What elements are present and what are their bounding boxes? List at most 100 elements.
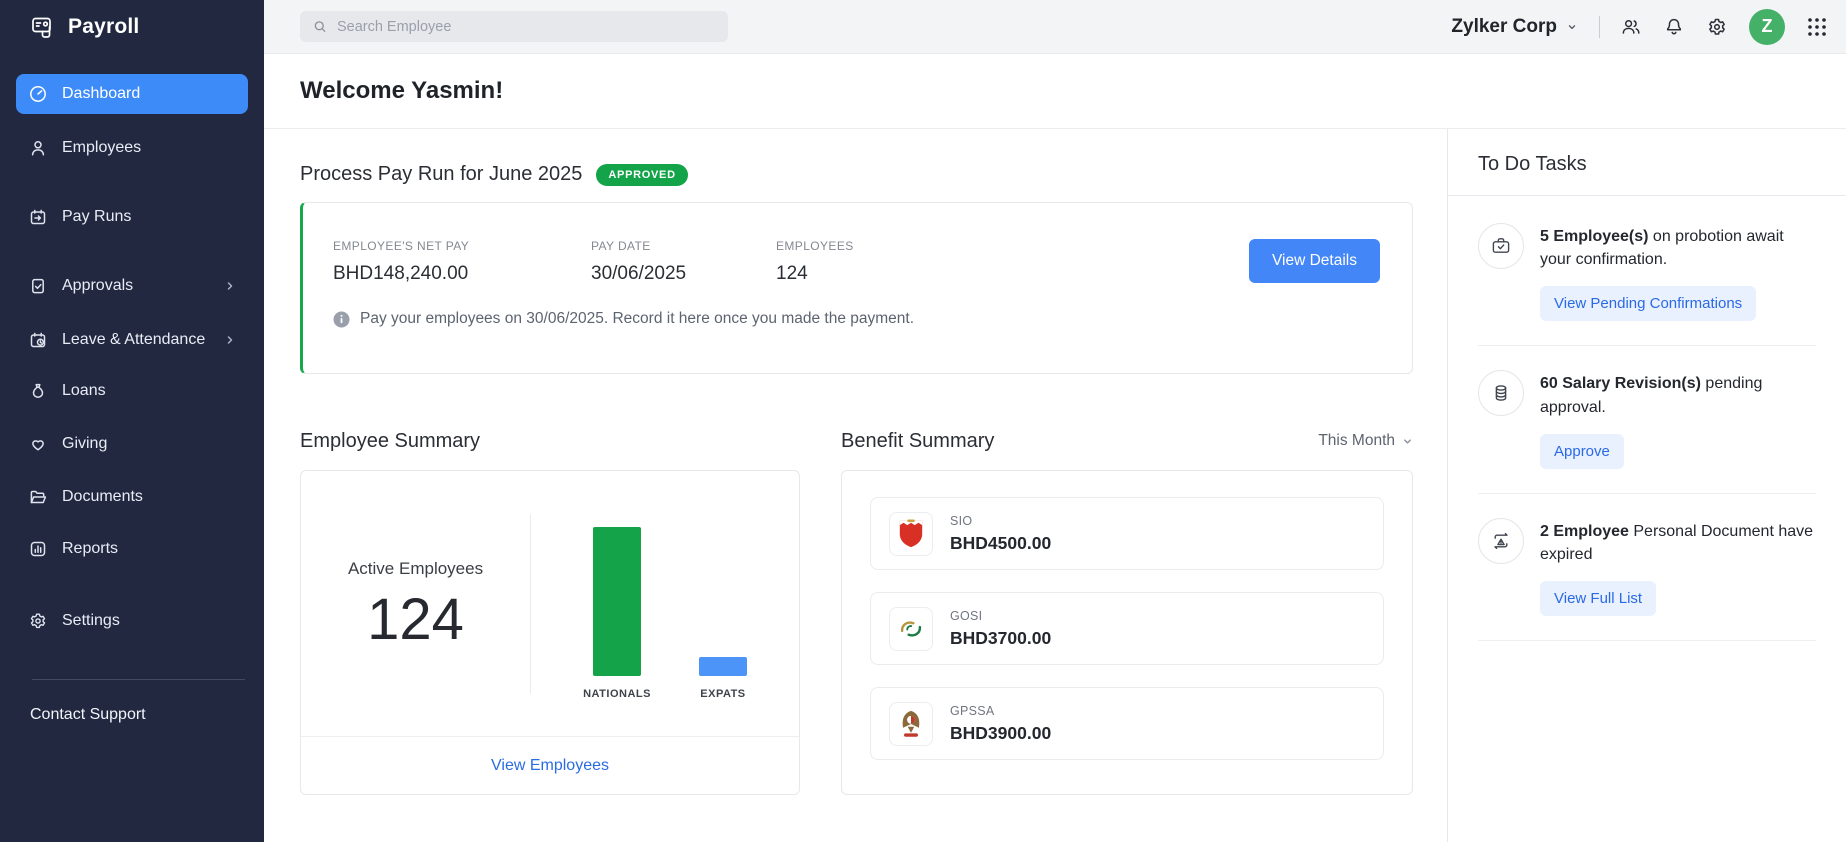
benefit-name: GOSI xyxy=(950,608,983,623)
payrun-info-text: Pay your employees on 30/06/2025. Record… xyxy=(360,310,915,327)
view-pending-confirmations-button[interactable]: View Pending Confirmations xyxy=(1540,286,1757,322)
leave-attendance-icon xyxy=(30,332,46,348)
todo-title: To Do Tasks xyxy=(1478,153,1587,175)
task-text: 5 Employee(s) on probotion await your co… xyxy=(1540,228,1784,269)
sidebar-label: Documents xyxy=(62,488,143,505)
sidebar-item-approvals[interactable]: Approvals xyxy=(16,266,248,306)
documents-folder-icon xyxy=(30,490,47,504)
sidebar-label: Dashboard xyxy=(62,85,141,102)
approve-button[interactable]: Approve xyxy=(1540,433,1624,469)
topbar-divider xyxy=(1599,15,1600,38)
sidebar-item-documents[interactable]: Documents xyxy=(16,477,248,517)
search-input[interactable] xyxy=(336,18,716,35)
view-details-button[interactable]: View Details xyxy=(1248,239,1380,283)
app-logo[interactable]: Payroll xyxy=(0,0,264,54)
loans-moneybag-icon xyxy=(32,383,44,398)
user-avatar[interactable]: Z xyxy=(1749,8,1785,45)
sidebar-item-giving[interactable]: Giving xyxy=(16,424,248,464)
welcome-strip: Welcome Yasmin! xyxy=(264,54,1846,129)
chevron-down-icon xyxy=(1404,438,1411,444)
task-divider xyxy=(1478,345,1816,347)
sidebar-label: Pay Runs xyxy=(62,208,132,225)
benefit-name: GPSSA xyxy=(950,703,995,718)
contact-support-link[interactable]: Contact Support xyxy=(30,706,146,723)
stat-label: EMPLOYEES xyxy=(776,239,854,253)
top-bar: Payroll Zylker Corp xyxy=(0,0,1846,54)
bar-label-nationals: NATIONALS xyxy=(583,688,651,700)
search-icon xyxy=(314,21,326,32)
benefit-summary-title: Benefit Summary xyxy=(841,429,995,452)
calendar-alert-icon xyxy=(1478,517,1524,564)
pay-runs-icon xyxy=(30,209,46,225)
chevron-down-icon xyxy=(1568,24,1576,29)
approvals-icon xyxy=(32,278,44,294)
coins-icon xyxy=(1478,370,1524,417)
dashboard-icon xyxy=(30,86,46,102)
sidebar-label: Leave & Attendance xyxy=(62,331,206,348)
stat-label: PAY DATE xyxy=(591,239,651,253)
info-icon xyxy=(333,311,350,327)
stat-value: BHD148,240.00 xyxy=(333,263,469,284)
stat-label: EMPLOYEE'S NET PAY xyxy=(333,239,470,253)
sidebar-label: Employees xyxy=(62,139,142,156)
vertical-divider xyxy=(530,513,532,694)
stat-pay-date: PAY DATE 30/06/2025 xyxy=(591,239,776,285)
period-filter-dropdown[interactable]: This Month xyxy=(1318,432,1413,450)
app-name: Payroll xyxy=(68,15,140,38)
sidebar-label: Settings xyxy=(62,612,120,629)
sidebar-label: Giving xyxy=(62,435,108,452)
notifications-bell-icon[interactable] xyxy=(1663,16,1685,38)
employee-bar-chart: NATIONALS EXPATS xyxy=(531,507,799,700)
payroll-logo-icon xyxy=(32,17,51,38)
benefit-name: SIO xyxy=(950,513,973,528)
bar-label-expats: EXPATS xyxy=(700,688,746,700)
benefit-item-sio[interactable]: SIO BHD4500.00 xyxy=(870,497,1384,570)
benefit-amount: BHD4500.00 xyxy=(950,532,1052,553)
task-divider xyxy=(1478,492,1816,494)
sidebar-item-pay-runs[interactable]: Pay Runs xyxy=(16,197,248,237)
sidebar-item-reports[interactable]: Reports xyxy=(16,529,248,569)
stat-employees: EMPLOYEES 124 xyxy=(776,239,854,285)
settings-gear-icon xyxy=(30,613,46,629)
top-bar-right: Zylker Corp xyxy=(264,0,1846,54)
sidebar: Dashboard Employees Pay Runs Approvals L… xyxy=(0,54,264,842)
users-icon[interactable] xyxy=(1620,16,1642,38)
chevron-right-icon xyxy=(227,282,233,290)
sidebar-item-dashboard[interactable]: Dashboard xyxy=(16,74,248,114)
settings-gear-icon[interactable] xyxy=(1706,16,1728,38)
period-filter-value: This Month xyxy=(1318,432,1395,449)
sidebar-item-loans[interactable]: Loans xyxy=(16,371,248,411)
stat-value: 30/06/2025 xyxy=(591,263,687,284)
employee-search[interactable] xyxy=(300,11,728,42)
stat-value: 124 xyxy=(776,263,808,284)
stat-net-pay: EMPLOYEE'S NET PAY BHD148,240.00 xyxy=(333,239,591,285)
status-badge: APPROVED xyxy=(596,163,688,186)
benefit-summary-card: SIO BHD4500.00 GOSI BHD3700.0 xyxy=(841,470,1413,795)
bar-nationals xyxy=(593,527,642,676)
sidebar-item-employees[interactable]: Employees xyxy=(16,128,248,168)
briefcase-check-icon xyxy=(1478,223,1524,269)
task-pending-confirmations: 5 Employee(s) on probotion await your co… xyxy=(1478,223,1816,322)
benefit-amount: BHD3900.00 xyxy=(950,722,1052,743)
bar-expats xyxy=(698,657,747,676)
chevron-right-icon xyxy=(227,336,233,344)
page-title: Welcome Yasmin! xyxy=(300,77,504,104)
app-grid-icon[interactable] xyxy=(1806,16,1828,38)
active-employees-count: 124 xyxy=(367,586,464,652)
sidebar-item-leave-attendance[interactable]: Leave & Attendance xyxy=(16,320,248,360)
view-full-list-button[interactable]: View Full List xyxy=(1540,581,1657,617)
uae-gpssa-logo xyxy=(889,701,933,746)
org-switcher[interactable]: Zylker Corp xyxy=(1451,16,1579,38)
view-employees-link[interactable]: View Employees xyxy=(491,756,609,774)
sidebar-divider xyxy=(32,679,245,680)
sidebar-item-settings[interactable]: Settings xyxy=(16,601,248,641)
org-name: Zylker Corp xyxy=(1451,15,1557,37)
benefit-item-gosi[interactable]: GOSI BHD3700.00 xyxy=(870,592,1384,665)
bahrain-sio-logo xyxy=(889,511,933,556)
gosi-logo xyxy=(889,606,933,651)
task-divider xyxy=(1478,640,1816,642)
task-expired-documents: 2 Employee Personal Document have expire… xyxy=(1478,517,1816,617)
benefit-item-gpssa[interactable]: GPSSA BHD3900.00 xyxy=(870,687,1384,760)
task-salary-revisions: 60 Salary Revision(s) pending approval. … xyxy=(1478,370,1816,469)
todo-panel: To Do Tasks 5 Employee(s) on probotion a… xyxy=(1447,129,1846,842)
